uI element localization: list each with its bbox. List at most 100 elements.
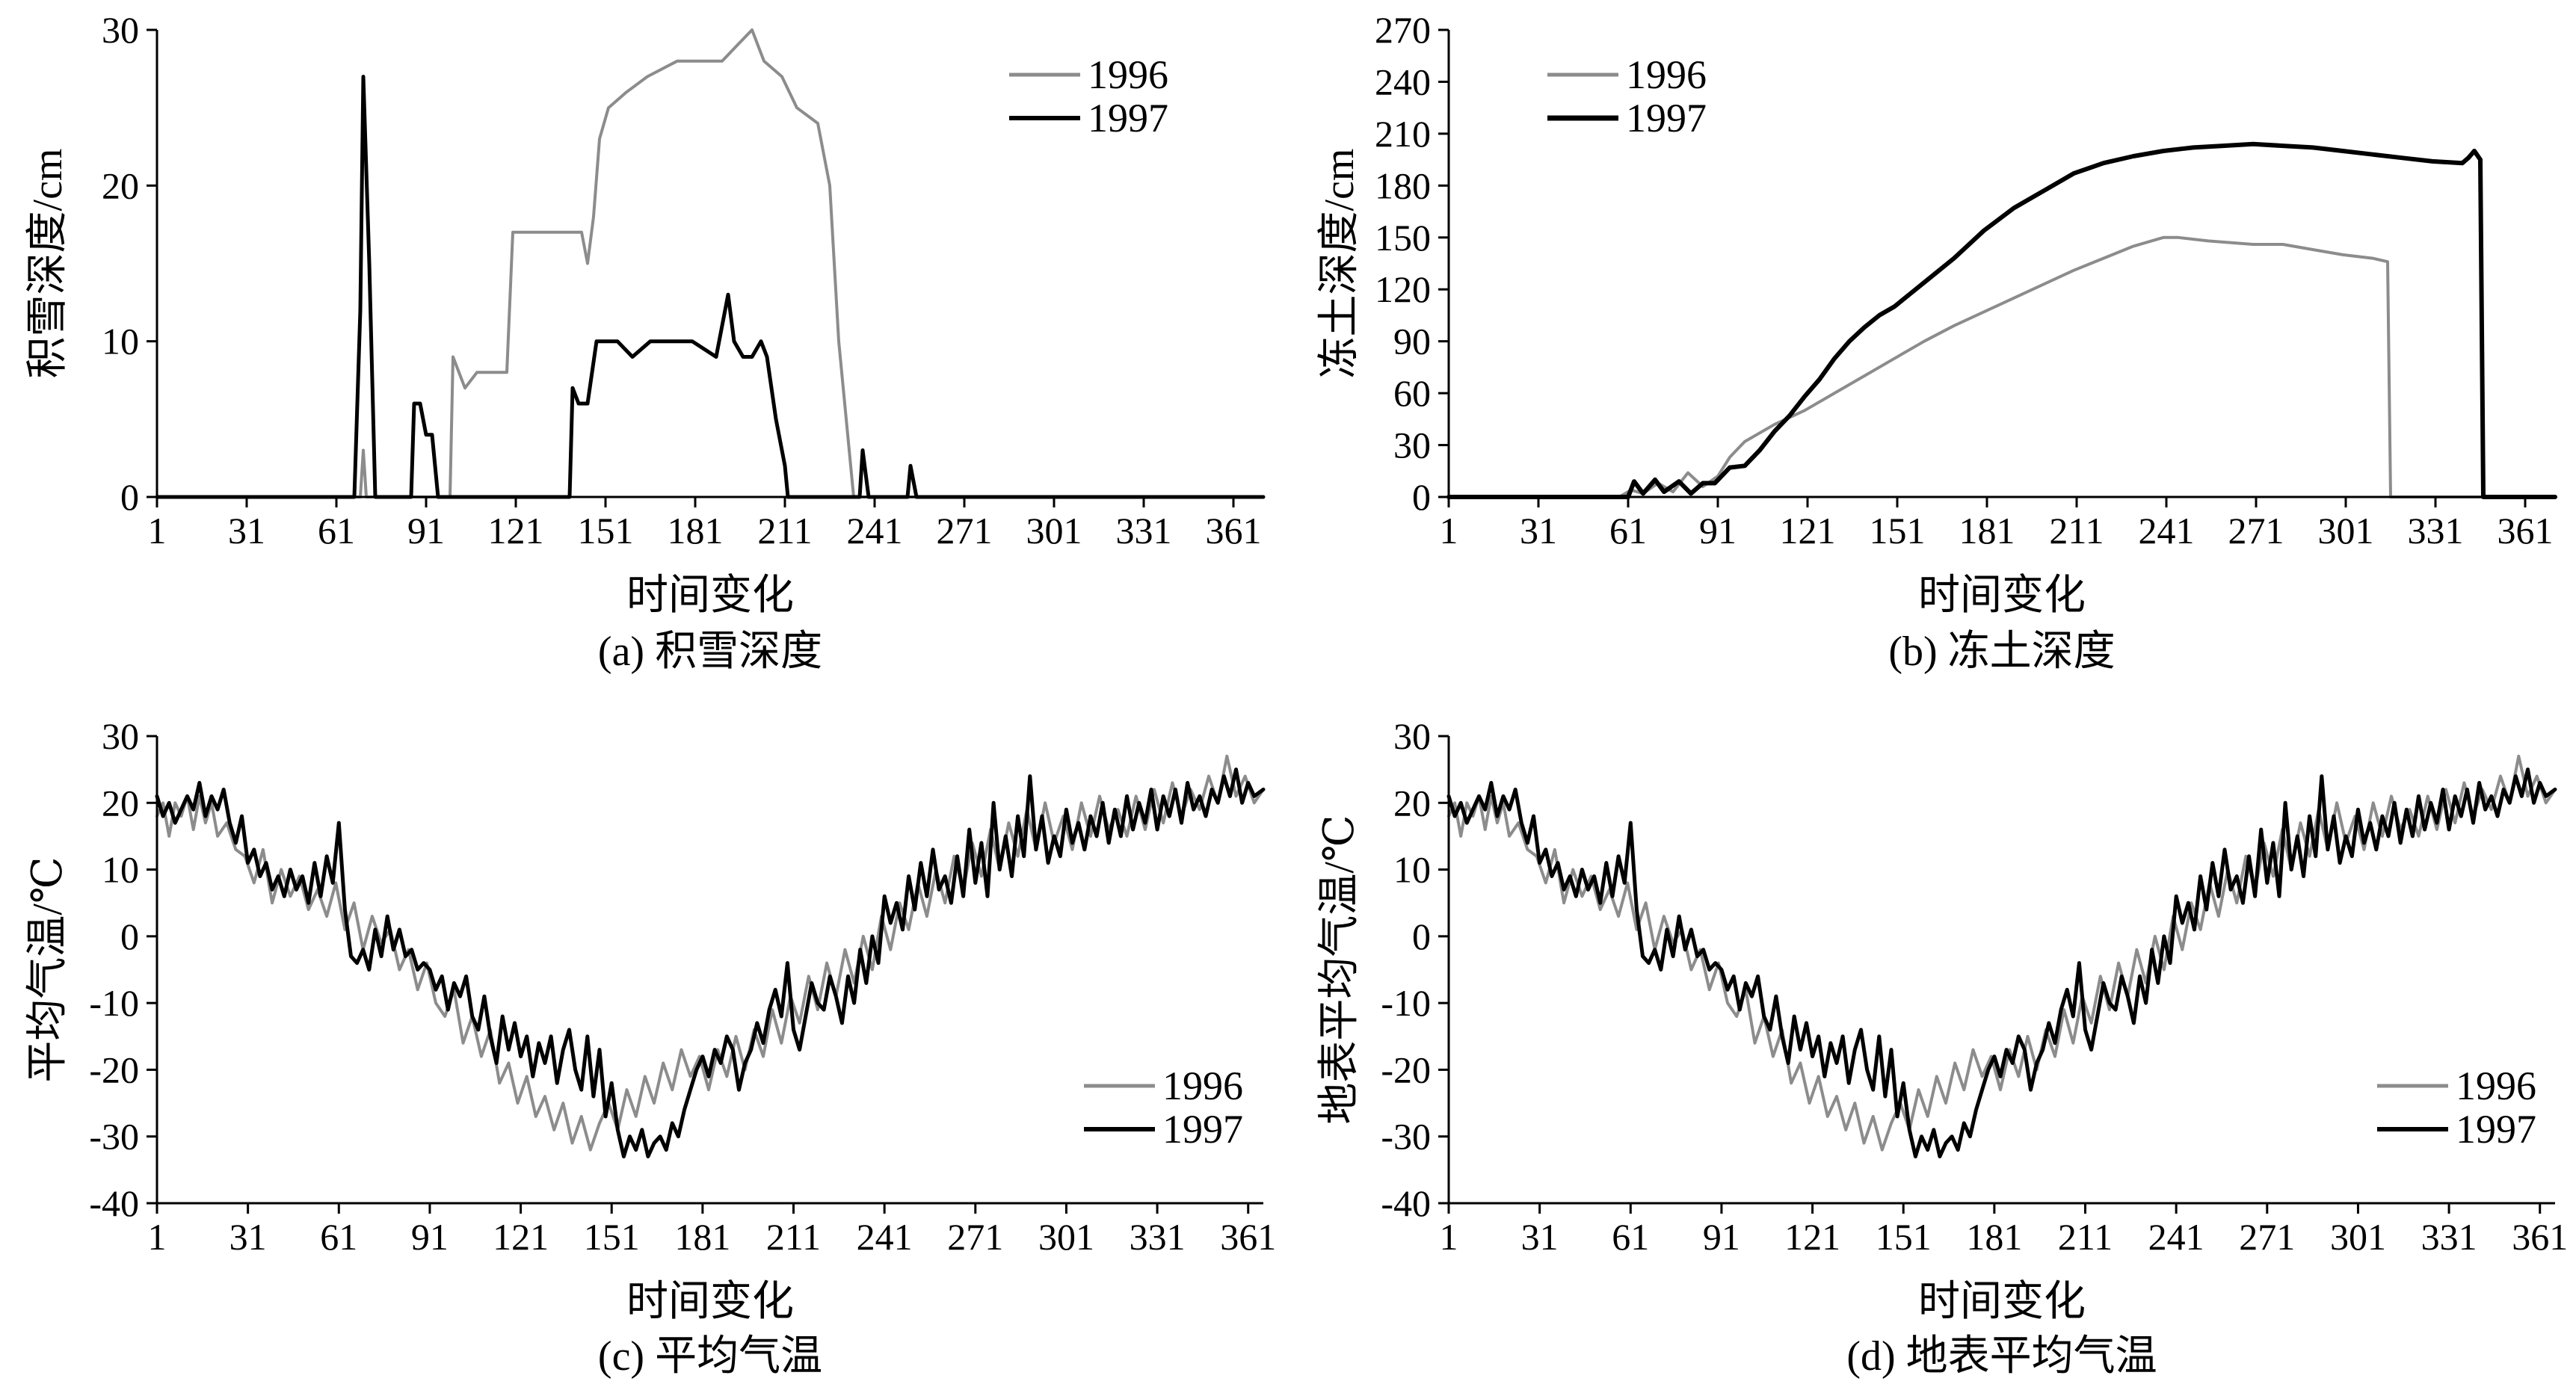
legend-label-1996: 1996 <box>1626 52 1707 97</box>
panel-caption: (c) 平均气温 <box>598 1333 822 1380</box>
y-tick-label: -10 <box>1381 982 1431 1024</box>
x-axis-label: 时间变化 <box>1918 572 2086 619</box>
x-tick-label: 271 <box>2239 1216 2295 1258</box>
legend-label-1997: 1997 <box>1088 96 1168 140</box>
y-axis-label: 地表平均气温/℃ <box>1316 815 1363 1124</box>
x-tick-label: 1 <box>1440 1216 1458 1258</box>
x-tick-label: 241 <box>2148 1216 2204 1258</box>
y-tick-label: 30 <box>1393 424 1431 466</box>
x-tick-label: 151 <box>1876 1216 1932 1258</box>
x-tick-label: 241 <box>847 510 903 552</box>
y-tick-label: 270 <box>1375 9 1431 51</box>
x-tick-label: 181 <box>674 1216 730 1258</box>
y-tick-label: -40 <box>89 1182 139 1224</box>
x-tick-label: 1 <box>1440 510 1458 552</box>
x-tick-label: 271 <box>937 510 993 552</box>
x-tick-label: 211 <box>2049 510 2104 552</box>
y-tick-label: 0 <box>1412 476 1431 518</box>
y-tick-label: 180 <box>1375 164 1431 206</box>
y-tick-label: 150 <box>1375 217 1431 259</box>
panel-caption: (d) 地表平均气温 <box>1846 1333 2157 1380</box>
y-tick-label: -30 <box>1381 1116 1431 1158</box>
y-tick-label: 30 <box>102 715 139 757</box>
x-tick-label: 121 <box>493 1216 549 1258</box>
x-tick-label: 211 <box>766 1216 821 1258</box>
y-tick-label: 0 <box>120 476 139 518</box>
x-tick-label: 181 <box>1966 1216 2022 1258</box>
y-tick-label: 210 <box>1375 113 1431 155</box>
figure: 1 31 61 91 121 151 181 211 241 271 301 331 361010203… <box>0 0 2576 1399</box>
x-tick-label: 301 <box>2330 1216 2386 1258</box>
y-tick-label: -20 <box>89 1049 139 1090</box>
x-tick-label: 121 <box>488 510 544 552</box>
x-tick-label: 91 <box>411 1216 449 1258</box>
x-tick-label: 211 <box>757 510 812 552</box>
x-axis-label: 时间变化 <box>626 1279 794 1325</box>
x-axis-label: 时间变化 <box>626 572 794 619</box>
y-tick-label: -20 <box>1381 1049 1431 1090</box>
y-tick-label: 30 <box>1393 715 1431 757</box>
chart-panel-b: 1 31 61 91 121 151 181 211 241 271 301 331 361 0 30 60 9… <box>1316 9 2555 675</box>
legend-label-1997: 1997 <box>2456 1107 2536 1152</box>
series-line-1997 <box>157 770 1263 1157</box>
x-tick-label: 121 <box>1780 510 1836 552</box>
x-tick-label: 61 <box>320 1216 357 1258</box>
series-line-1996 <box>1449 756 2555 1150</box>
y-tick-label: 10 <box>102 849 139 891</box>
y-tick-label: 0 <box>120 915 139 957</box>
x-tick-label: 91 <box>407 510 445 552</box>
x-tick-label: 31 <box>229 1216 267 1258</box>
x-tick-label: 331 <box>1116 510 1172 552</box>
x-tick-label: 331 <box>2408 510 2464 552</box>
x-tick-label: 361 <box>1220 1216 1276 1258</box>
legend-label-1997: 1997 <box>1626 96 1707 140</box>
y-tick-label: -30 <box>89 1116 139 1158</box>
x-tick-label: 1 <box>148 1216 167 1258</box>
x-tick-label: 31 <box>1520 510 1557 552</box>
panel-caption: (b) 冻土深度 <box>1888 629 2115 675</box>
y-tick-label: 30 <box>102 9 139 51</box>
panel-caption: (a) 积雪深度 <box>598 629 822 675</box>
x-tick-label: 361 <box>2498 510 2554 552</box>
x-tick-label: 331 <box>2421 1216 2477 1258</box>
x-tick-label: 361 <box>2512 1216 2568 1258</box>
chart-panel-c: 1 31 61 91 121 151 181 211 241 271 301 331 361 -40 -30… <box>25 715 1276 1380</box>
y-tick-label: 20 <box>102 782 139 824</box>
x-tick-label: 151 <box>584 1216 640 1258</box>
legend-label-1996: 1996 <box>1088 52 1168 97</box>
series-line-1996 <box>1449 238 2555 497</box>
x-tick-label: 91 <box>1699 510 1737 552</box>
x-tick-label: 361 <box>1206 510 1262 552</box>
x-tick-label: 61 <box>1609 510 1647 552</box>
x-tick-label: 31 <box>228 510 265 552</box>
x-tick-label: 31 <box>1521 1216 1559 1258</box>
x-tick-label: 121 <box>1784 1216 1840 1258</box>
chart-panel-a: 1 31 61 91 121 151 181 211 241 271 301 331 361 0 10 20 3… <box>25 9 1263 675</box>
y-axis-label: 平均气温/℃ <box>25 856 71 1082</box>
x-tick-label: 181 <box>668 510 724 552</box>
x-axis-label: 时间变化 <box>1918 1279 2086 1325</box>
x-tick-label: 211 <box>2058 1216 2113 1258</box>
y-axis-label: 冻土深度/cm <box>1316 149 1363 379</box>
y-tick-label: 240 <box>1375 61 1431 102</box>
x-tick-label: 151 <box>578 510 634 552</box>
series-line-1997 <box>1449 770 2555 1157</box>
x-tick-label: 61 <box>318 510 355 552</box>
y-tick-label: 20 <box>1393 782 1431 824</box>
x-tick-label: 301 <box>2318 510 2374 552</box>
series-line-1996 <box>157 756 1263 1150</box>
y-tick-label: -10 <box>89 982 139 1024</box>
legend-label-1996: 1996 <box>1162 1063 1243 1108</box>
x-tick-label: 151 <box>1870 510 1926 552</box>
x-tick-label: 331 <box>1130 1216 1186 1258</box>
legend-label-1997: 1997 <box>1162 1107 1243 1152</box>
x-tick-label: 271 <box>947 1216 1003 1258</box>
y-tick-label: 20 <box>102 164 139 206</box>
y-tick-label: 10 <box>1393 849 1431 891</box>
x-tick-label: 181 <box>1959 510 2015 552</box>
chart-panel-d: 1 31 61 91 121 151 181 211 241 271 301 331 361 -40 -30… <box>1316 715 2568 1380</box>
x-tick-label: 301 <box>1038 1216 1094 1258</box>
